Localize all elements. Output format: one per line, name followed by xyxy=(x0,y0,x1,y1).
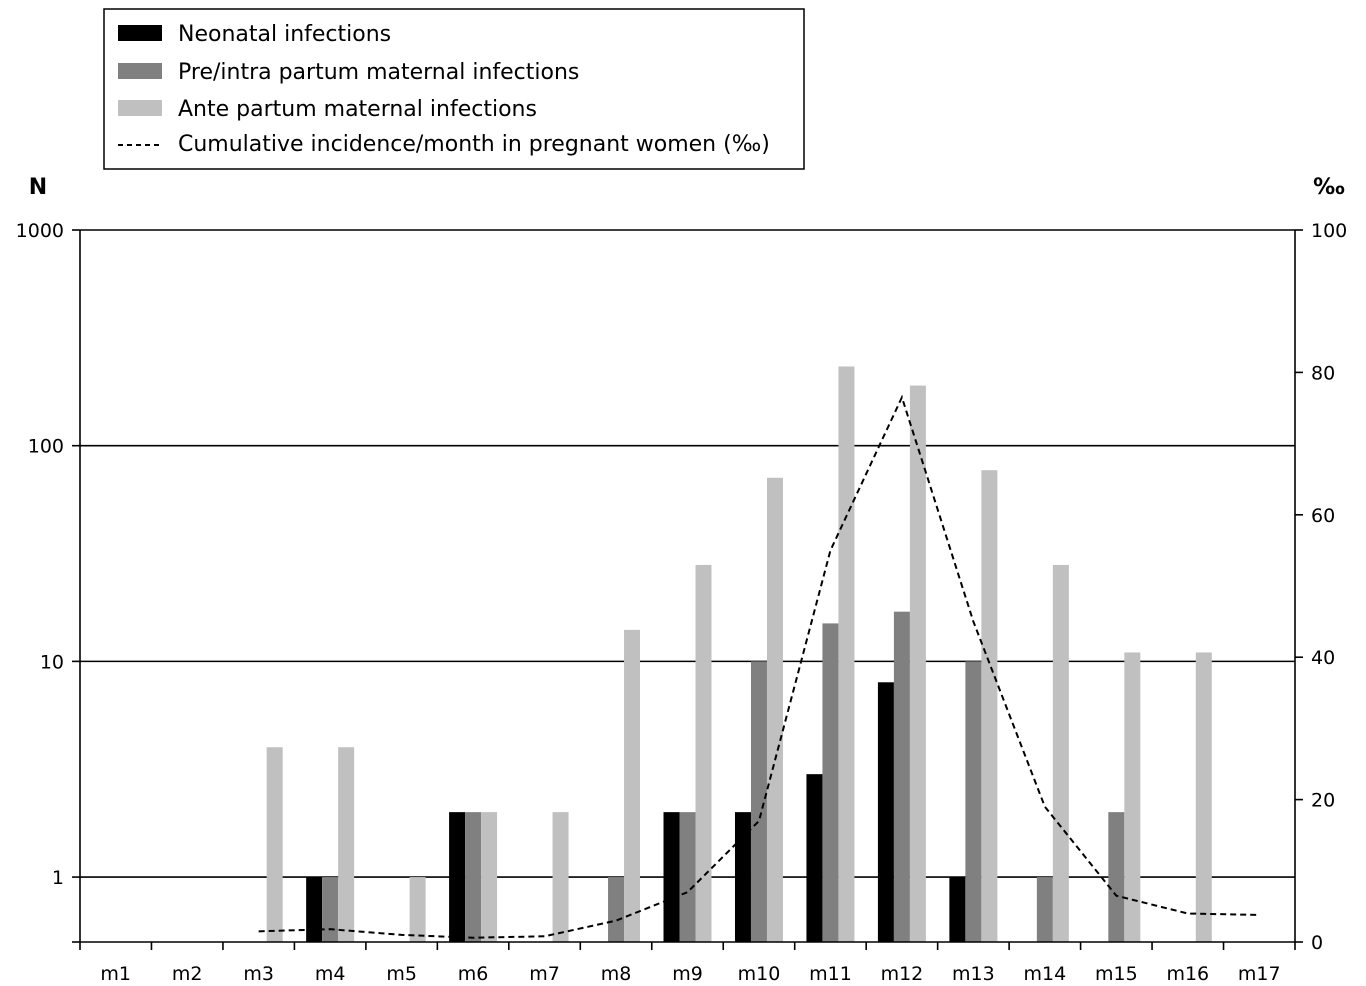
cumulative-incidence-line xyxy=(258,394,1260,939)
bar-m9-s1 xyxy=(663,812,680,942)
x-tick-label-m4: m4 xyxy=(315,963,346,985)
legend: Neonatal infections Pre/intra partum mat… xyxy=(103,8,805,170)
bar-m13-s3 xyxy=(981,470,998,942)
x-tick-label-m6: m6 xyxy=(458,963,489,985)
bar-m6-s3 xyxy=(481,812,498,942)
bar-m13-s1 xyxy=(949,877,966,942)
x-tick-label-m10: m10 xyxy=(738,963,781,985)
bar-m11-s3 xyxy=(838,366,855,942)
bar-m6-s1 xyxy=(449,812,466,942)
left-tick-label-100: 100 xyxy=(28,436,64,458)
bar-m11-s2 xyxy=(822,623,839,942)
bar-m8-s3 xyxy=(624,629,641,942)
x-tick-label-m5: m5 xyxy=(386,963,417,985)
bar-m13-s2 xyxy=(965,661,982,942)
x-tick-label-m1: m1 xyxy=(100,963,131,985)
legend-swatch-ante xyxy=(118,100,162,116)
legend-swatch-pre-intra xyxy=(118,63,162,79)
bar-m12-s1 xyxy=(877,682,894,942)
x-tick-label-m11: m11 xyxy=(809,963,852,985)
bar-m6-s2 xyxy=(465,812,482,942)
bar-m11-s1 xyxy=(806,774,823,942)
right-tick-label-60: 60 xyxy=(1311,505,1335,527)
x-tick-label-m17: m17 xyxy=(1238,963,1281,985)
x-tick-label-m12: m12 xyxy=(881,963,924,985)
x-tick-label-m7: m7 xyxy=(529,963,560,985)
x-tick-label-m13: m13 xyxy=(952,963,995,985)
left-axis-label: N xyxy=(29,175,47,200)
x-tick-label-m8: m8 xyxy=(601,963,632,985)
x-tick-label-m2: m2 xyxy=(172,963,203,985)
bar-m4-s1 xyxy=(306,877,323,942)
bar-m15-s3 xyxy=(1124,652,1141,942)
bar-m4-s3 xyxy=(338,747,355,942)
bar-m12-s3 xyxy=(909,385,926,943)
legend-swatch-neonatal xyxy=(118,25,162,41)
bar-m14-s3 xyxy=(1052,564,1069,942)
bar-m7-s3 xyxy=(552,812,569,942)
bar-m15-s2 xyxy=(1108,812,1125,942)
left-tick-label-10: 10 xyxy=(40,651,64,673)
left-tick-label-1: 1 xyxy=(52,867,64,889)
plot-area: 1 10 100 1000 0 20 40 60 80 100 m1 m2 m3 m4 m5 m6 m7 m8 m9… xyxy=(16,220,1348,985)
legend-label-cumulative: Cumulative incidence/month in pregnant w… xyxy=(178,132,770,157)
bar-m12-s2 xyxy=(893,611,910,942)
bar-m14-s2 xyxy=(1036,877,1053,942)
bar-m10-s2 xyxy=(750,661,767,942)
legend-label-ante: Ante partum maternal infections xyxy=(178,97,537,122)
bar-m4-s2 xyxy=(322,877,339,942)
right-axis-label: ‰ xyxy=(1313,175,1345,200)
right-tick-label-80: 80 xyxy=(1311,362,1335,384)
right-tick-label-0: 0 xyxy=(1311,932,1323,954)
bar-m9-s3 xyxy=(695,564,712,942)
right-tick-label-20: 20 xyxy=(1311,790,1335,812)
bar-m3-s3 xyxy=(266,747,283,942)
bar-m9-s2 xyxy=(679,812,696,942)
legend-box xyxy=(103,8,805,170)
right-tick-label-100: 100 xyxy=(1311,220,1347,242)
bar-m8-s2 xyxy=(608,877,625,942)
x-tick-label-m14: m14 xyxy=(1024,963,1067,985)
bar-m10-s1 xyxy=(734,812,751,942)
left-tick-label-1000: 1000 xyxy=(16,220,64,242)
right-tick-label-40: 40 xyxy=(1311,647,1335,669)
bar-m5-s3 xyxy=(409,877,426,942)
bar-m10-s3 xyxy=(766,477,783,942)
bar-m16-s3 xyxy=(1195,652,1212,942)
x-tick-label-m9: m9 xyxy=(672,963,703,985)
x-tick-label-m16: m16 xyxy=(1166,963,1209,985)
x-tick-label-m15: m15 xyxy=(1095,963,1138,985)
x-tick-label-m3: m3 xyxy=(243,963,274,985)
legend-label-neonatal: Neonatal infections xyxy=(178,22,391,47)
legend-label-pre-intra: Pre/intra partum maternal infections xyxy=(178,60,579,85)
